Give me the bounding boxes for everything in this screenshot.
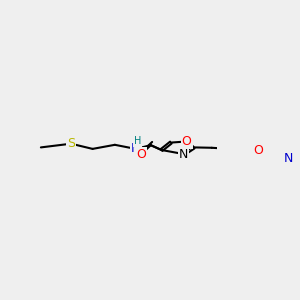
Text: O: O bbox=[136, 148, 146, 160]
Text: H: H bbox=[134, 136, 142, 146]
Text: O: O bbox=[254, 144, 263, 157]
Text: N: N bbox=[131, 142, 140, 155]
Text: N: N bbox=[179, 148, 188, 160]
Text: S: S bbox=[67, 137, 75, 150]
Text: N: N bbox=[284, 152, 293, 165]
Text: O: O bbox=[182, 135, 192, 148]
